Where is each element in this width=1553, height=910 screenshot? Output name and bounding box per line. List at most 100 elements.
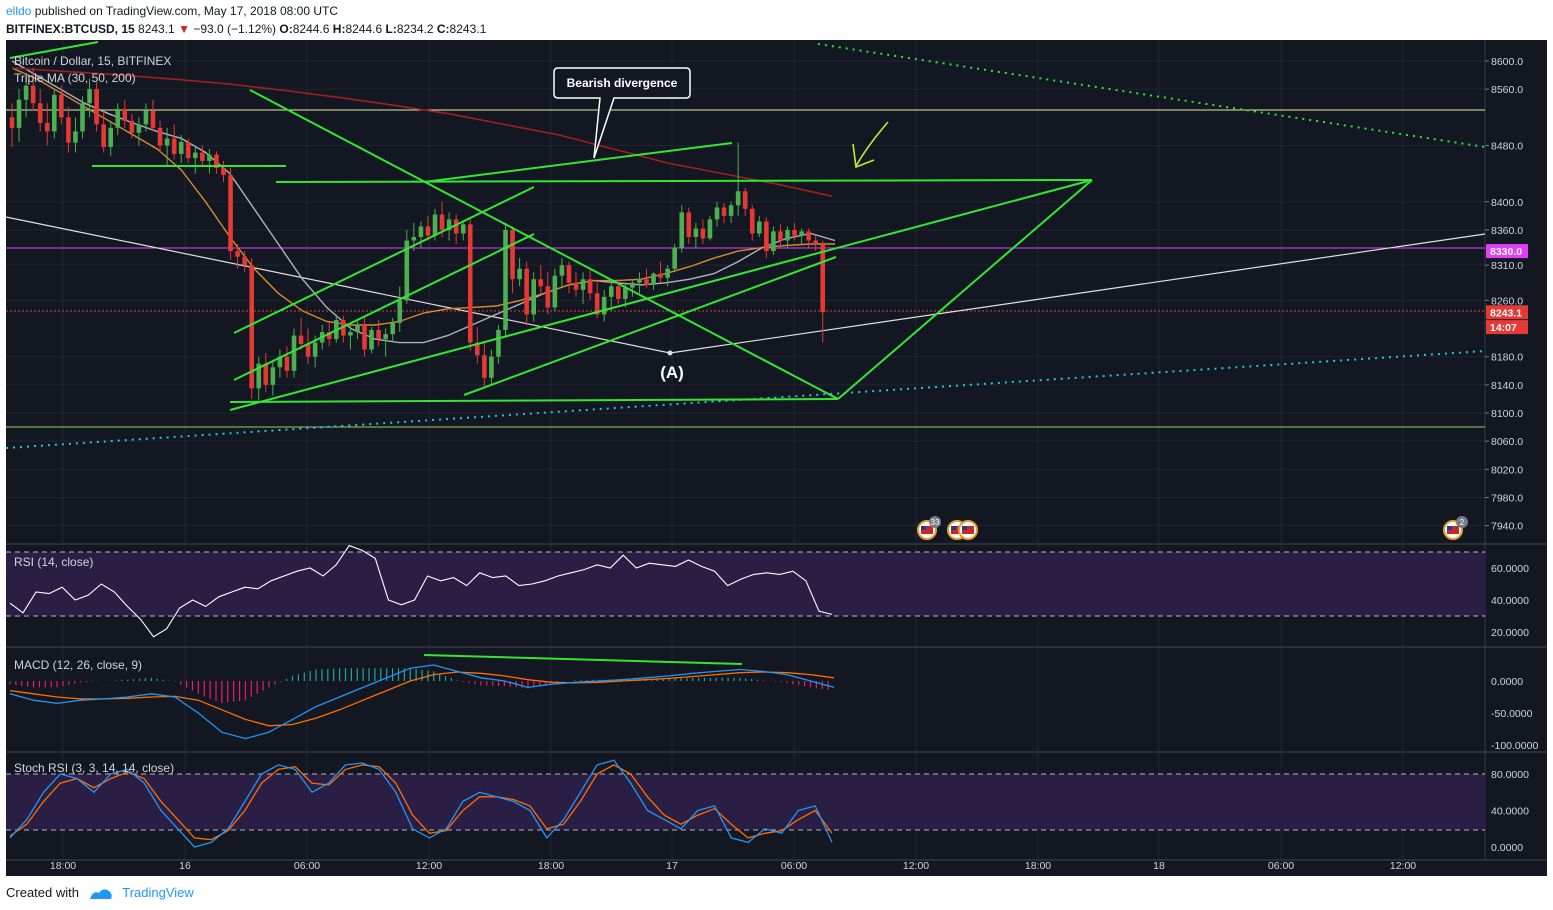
wave-label-a: (A) (660, 363, 684, 382)
candle (644, 268, 649, 288)
time-axis[interactable]: 18:00 16 06:00 12:00 18:00 17 06:00 12:00 18:00 1… (50, 860, 1416, 872)
price-tick-label: 8360.0 (1491, 225, 1523, 237)
legend-stoch-rsi[interactable]: Stoch RSI (3, 3, 14, 14, close) (14, 761, 174, 775)
author-link[interactable]: elldo (6, 4, 32, 18)
us-flag-icon[interactable] (947, 520, 978, 540)
macd-indicator (9, 664, 835, 740)
rsi-indicator (9, 544, 833, 638)
candle (651, 272, 656, 290)
tradingview-logo-icon[interactable] (89, 887, 113, 901)
candle (369, 327, 374, 354)
stoch-k-line (9, 759, 833, 848)
horizontal-levels (6, 109, 1485, 428)
divergence-macd-line (423, 654, 743, 665)
candle (742, 187, 748, 216)
candle (291, 328, 297, 378)
candle (298, 317, 304, 350)
candle (108, 120, 113, 157)
candle (348, 325, 353, 350)
candle (517, 258, 522, 287)
time-tick-label: 06:00 (1268, 860, 1294, 872)
us-flag-icon[interactable]: 2 (1443, 516, 1468, 540)
candle (601, 289, 607, 322)
candle (66, 106, 71, 153)
price-axis-labels: 8330.0 8243.1 14:07 (1486, 244, 1528, 335)
candle (757, 215, 762, 237)
price-tag-label: 8243.1 (1490, 307, 1522, 319)
price-axis[interactable]: 8600.0 8560.0 8480.0 8400.0 8360.0 8310.0 8260… (1485, 56, 1523, 533)
candle (115, 103, 121, 135)
candle (122, 99, 128, 128)
time-tick-label: 18 (1153, 860, 1165, 872)
candle (383, 328, 388, 357)
stoch-tick-label: 80.0000 (1491, 769, 1529, 781)
candle (37, 89, 43, 132)
macd-tick-label: -50.0000 (1491, 708, 1533, 720)
candle (482, 342, 487, 389)
rsi-tick-label: 60.0000 (1491, 563, 1529, 575)
candle (792, 222, 797, 241)
time-tick-label: 12:00 (416, 860, 442, 872)
candle (672, 244, 677, 273)
candle (207, 149, 212, 174)
candle (221, 160, 226, 183)
economic-event-flags[interactable]: 33 2 (917, 516, 1468, 540)
legend-triple-ma[interactable]: Triple MA (30, 50, 200) (14, 71, 136, 85)
trendline-top-left (9, 41, 99, 59)
candle (467, 219, 473, 352)
callout-bearish-divergence[interactable]: Bearish divergence (553, 67, 691, 159)
candle (284, 346, 290, 378)
symbol-label: BITFINEX:BTCUSD, 15 (6, 22, 135, 36)
candle (277, 349, 283, 378)
candle (552, 268, 558, 311)
candle (270, 360, 276, 396)
ohlc-low-key: L: (385, 22, 397, 36)
price-tick-label: 8100.0 (1491, 408, 1523, 420)
time-tick-label: 12:00 (1390, 860, 1416, 872)
candle (587, 268, 593, 301)
price-tick-label: 8060.0 (1491, 436, 1523, 448)
stoch-tick-label: 0.0000 (1491, 842, 1523, 854)
tradingview-brand-link[interactable]: TradingView (122, 885, 194, 900)
candle (524, 261, 529, 325)
time-tick-label: 06:00 (294, 860, 320, 872)
candle (608, 282, 614, 311)
candle (538, 265, 544, 294)
rsi-tick-label: 40.0000 (1491, 595, 1529, 607)
candle (728, 201, 734, 223)
time-tick-label: 18:00 (538, 860, 564, 872)
candle (249, 258, 254, 399)
candle (390, 317, 395, 343)
hand-drawn-arrow (852, 121, 889, 169)
legend-main[interactable]: Bitcoin / Dollar, 15, BITFINEX (14, 54, 171, 68)
candle (446, 212, 452, 241)
candle (355, 321, 360, 340)
us-flag-icon[interactable]: 33 (917, 516, 941, 540)
price-axis-background (1485, 40, 1547, 876)
candle (785, 226, 790, 248)
dotted-trendlines (5, 43, 1486, 449)
candle (806, 228, 811, 248)
candle (510, 226, 515, 294)
candle (735, 142, 741, 216)
legend-rsi[interactable]: RSI (14, close) (14, 555, 93, 569)
candle (94, 82, 99, 132)
price-tick-label: 8180.0 (1491, 352, 1523, 364)
candle (87, 78, 92, 118)
candle (59, 85, 64, 125)
chart-canvas[interactable]: Bearish divergence (A) 33 2 (0, 40, 1553, 880)
candle (52, 89, 57, 139)
legend-macd[interactable]: MACD (12, 26, close, 9) (14, 658, 142, 672)
ma-line (11, 67, 835, 326)
callout-text: Bearish divergence (567, 76, 678, 90)
price-tag-label: 14:07 (1490, 322, 1517, 334)
candle (545, 272, 551, 315)
candle (73, 117, 78, 153)
candle (749, 205, 755, 241)
publish-line: elldo published on TradingView.com, May … (6, 4, 338, 18)
candle (453, 214, 459, 245)
candle (23, 75, 29, 118)
candle (178, 134, 184, 164)
candle (185, 138, 191, 164)
triangle-bottom-edge (229, 398, 839, 403)
